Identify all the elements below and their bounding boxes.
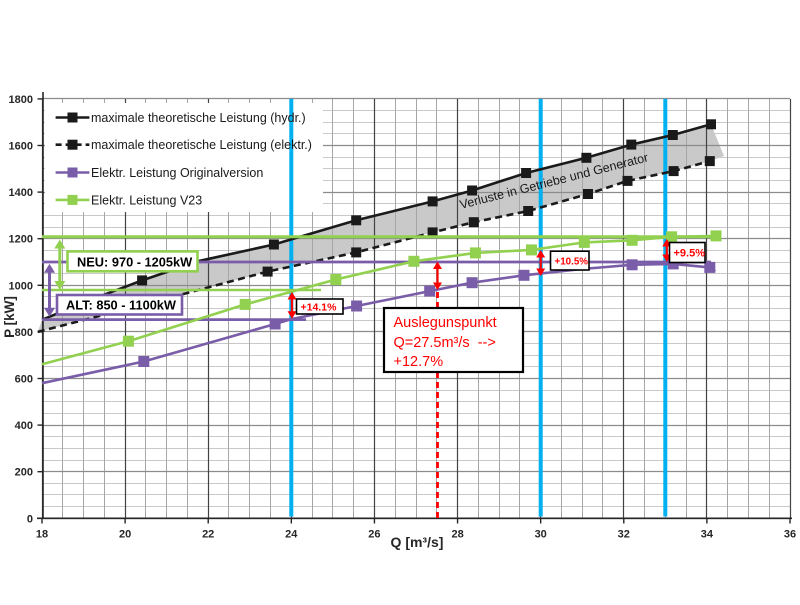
svg-text:1000: 1000 <box>9 280 33 292</box>
svg-text:26: 26 <box>368 529 380 541</box>
svg-text:+14.1%: +14.1% <box>301 302 338 314</box>
svg-text:maximale theoretische Leistung: maximale theoretische Leistung (elektr.) <box>91 138 312 152</box>
svg-text:Auslegunspunkt: Auslegunspunkt <box>394 315 497 331</box>
svg-text:1200: 1200 <box>9 234 33 246</box>
svg-text:22: 22 <box>202 529 214 541</box>
svg-text:36: 36 <box>784 529 796 541</box>
svg-text:+12.7%: +12.7% <box>394 354 444 370</box>
svg-text:1800: 1800 <box>9 94 33 106</box>
svg-text:600: 600 <box>15 374 33 386</box>
svg-text:ALT: 850 - 1100kW: ALT: 850 - 1100kW <box>66 298 177 313</box>
svg-text:18: 18 <box>36 529 48 541</box>
svg-text:1400: 1400 <box>9 187 33 199</box>
svg-text:Q=27.5m³/s -->: Q=27.5m³/s --> <box>394 335 496 351</box>
svg-text:Elektr. Leistung Originalversi: Elektr. Leistung Originalversion <box>91 166 263 180</box>
svg-text:20: 20 <box>119 529 131 541</box>
svg-text:maximale theoretische Leistung: maximale theoretische Leistung (hydr.) <box>91 111 306 125</box>
svg-text:400: 400 <box>15 420 33 432</box>
svg-text:0: 0 <box>27 513 33 525</box>
svg-text:Q [m³/s]: Q [m³/s] <box>391 534 444 550</box>
svg-text:Elektr. Leistung V23: Elektr. Leistung V23 <box>91 193 202 207</box>
svg-text:+9.5%: +9.5% <box>674 248 706 260</box>
svg-text:30: 30 <box>535 529 547 541</box>
svg-text:34: 34 <box>701 529 714 541</box>
svg-text:28: 28 <box>451 529 463 541</box>
svg-text:NEU: 970 - 1205kW: NEU: 970 - 1205kW <box>77 255 193 270</box>
svg-text:800: 800 <box>15 327 33 339</box>
svg-text:1600: 1600 <box>9 141 33 153</box>
svg-text:P [kW]: P [kW] <box>2 296 17 338</box>
svg-text:24: 24 <box>285 529 298 541</box>
svg-text:32: 32 <box>618 529 630 541</box>
svg-text:200: 200 <box>15 467 33 479</box>
svg-text:+10.5%: +10.5% <box>555 257 589 268</box>
